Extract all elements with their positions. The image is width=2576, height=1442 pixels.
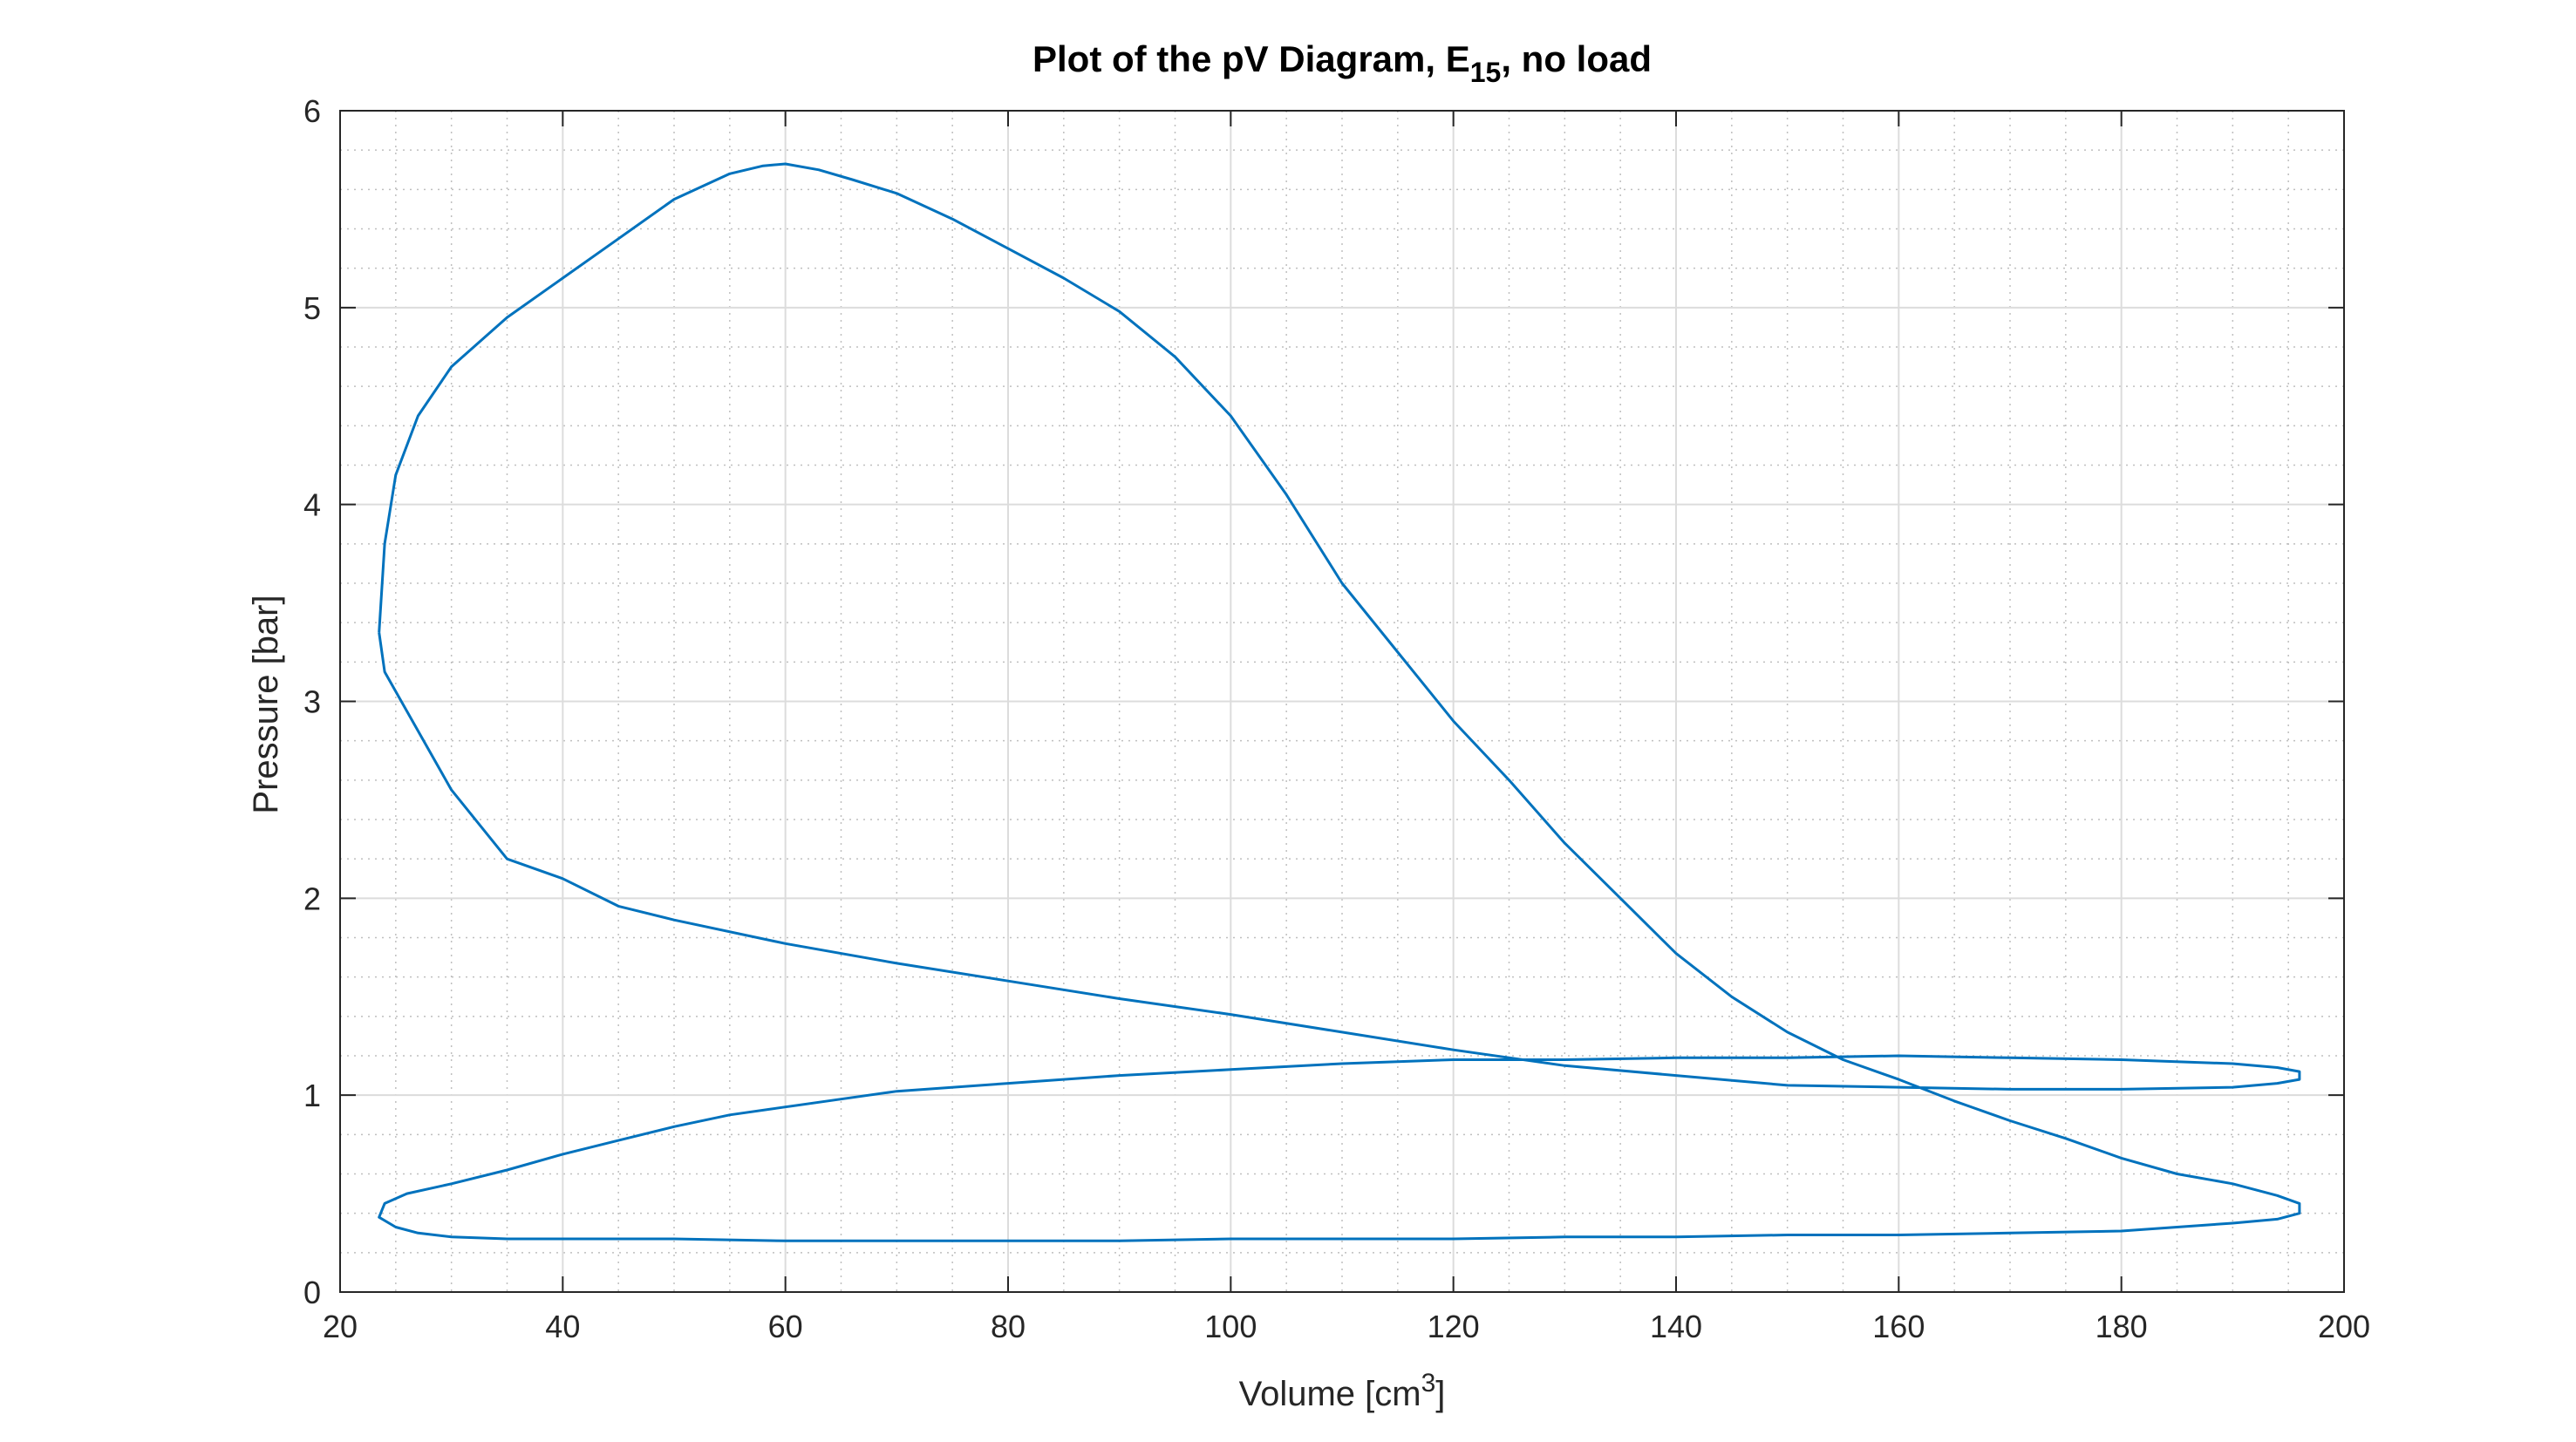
- y-tick-label: 1: [303, 1078, 321, 1113]
- x-tick-label: 160: [1872, 1309, 1925, 1344]
- x-tick-label: 40: [545, 1309, 580, 1344]
- x-tick-label: 180: [2096, 1309, 2148, 1344]
- y-tick-label: 3: [303, 684, 321, 720]
- x-tick-label: 80: [991, 1309, 1026, 1344]
- chart-title-suffix: , no load: [1501, 38, 1652, 79]
- x-axis-label: Volume [cm3]: [1239, 1369, 1446, 1413]
- y-tick-label: 0: [303, 1275, 321, 1310]
- axes: [339, 110, 2345, 1293]
- x-axis-label-suffix: ]: [1435, 1375, 1445, 1413]
- y-tick-label: 6: [303, 93, 321, 129]
- x-tick-label: 140: [1650, 1309, 1702, 1344]
- x-tick-label: 200: [2318, 1309, 2370, 1344]
- x-axis-label-superscript: 3: [1421, 1369, 1436, 1398]
- x-tick-label: 100: [1204, 1309, 1257, 1344]
- x-tick-label: 60: [768, 1309, 803, 1344]
- y-tick-label: 2: [303, 881, 321, 916]
- axes-frame: [339, 110, 2345, 1293]
- tick-labels: 20 40 60 80 100 120 140 160 180 200 0 1 2 3 4 5 6: [303, 93, 2370, 1344]
- y-tick-label: 4: [303, 487, 321, 523]
- x-axis-label-main: Volume [cm: [1239, 1375, 1421, 1413]
- x-tick-label: 120: [1428, 1309, 1480, 1344]
- x-tick-label: 20: [323, 1309, 358, 1344]
- y-tick-label: 5: [303, 290, 321, 326]
- chart-title-main: Plot of the pV Diagram, E: [1032, 38, 1470, 79]
- chart-title-subscript: 15: [1470, 57, 1502, 88]
- chart-title: Plot of the pV Diagram, E15, no load: [1032, 38, 1652, 88]
- series-layer: [378, 162, 2301, 1242]
- y-axis-label: Pressure [bar]: [247, 595, 285, 813]
- series-line: [378, 162, 2301, 1242]
